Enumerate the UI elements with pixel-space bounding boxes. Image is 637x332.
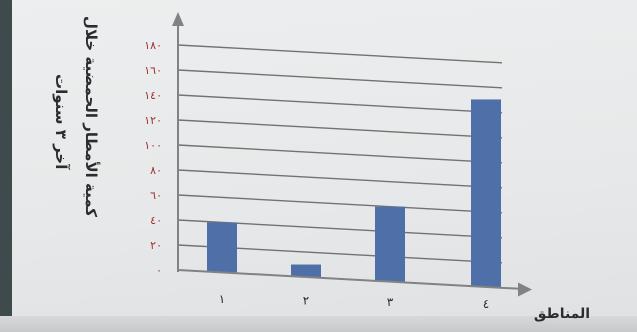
bar — [291, 264, 321, 278]
y-tick-label: ٤٠ — [150, 214, 162, 227]
y-tick-label: ١٨٠ — [144, 39, 162, 52]
y-tick-label: ١٠٠ — [144, 139, 162, 152]
y-tick-label: ٠ — [156, 264, 162, 277]
y-tick-label: ١٢٠ — [144, 114, 162, 127]
y-tick-label: ٦٠ — [150, 189, 162, 202]
grid-line — [177, 144, 503, 164]
y-axis-arrow — [172, 12, 184, 26]
y-tick-labels: ٠ ٢٠ ٤٠ ٦٠ ٨٠ ١٠٠ ١٢٠ ١٤٠ ١٦٠ ١٨٠ — [144, 39, 162, 277]
page-bottom-shadow — [0, 316, 637, 332]
x-tick-labels: ١ ٢ ٣ ٤ — [219, 292, 489, 311]
x-tick-label: ٤ — [483, 297, 489, 311]
bar — [375, 206, 405, 282]
chart-title-block: كمية الأمطار الحمضية خلال آخر ٣ سنوات — [30, 16, 122, 286]
y-tick-label: ٨٠ — [150, 164, 162, 177]
x-tick-label: ١ — [219, 292, 225, 306]
bar — [207, 222, 237, 273]
x-axis-arrow — [518, 282, 532, 297]
page-edge-strip — [0, 0, 12, 332]
grid-line — [177, 44, 503, 64]
y-tick-label: ١٦٠ — [144, 64, 162, 77]
chart-title: كمية الأمطار الحمضية خلال — [82, 16, 100, 217]
x-axis-line — [177, 269, 521, 290]
grid-line — [177, 194, 503, 214]
bar — [471, 99, 501, 287]
y-tick-label: ٢٠ — [150, 239, 162, 252]
grid-line — [177, 94, 503, 114]
x-axis-label: المناطق — [534, 306, 590, 322]
x-tick-label: ٣ — [387, 295, 394, 309]
grid-line — [177, 119, 503, 139]
chart-subtitle: آخر ٣ سنوات — [52, 74, 70, 170]
y-tick-label: ١٤٠ — [144, 89, 162, 102]
grid-line — [177, 69, 503, 89]
bars — [207, 99, 501, 287]
axes — [172, 12, 532, 297]
x-tick-label: ٢ — [303, 294, 309, 308]
grid-line — [177, 169, 503, 189]
